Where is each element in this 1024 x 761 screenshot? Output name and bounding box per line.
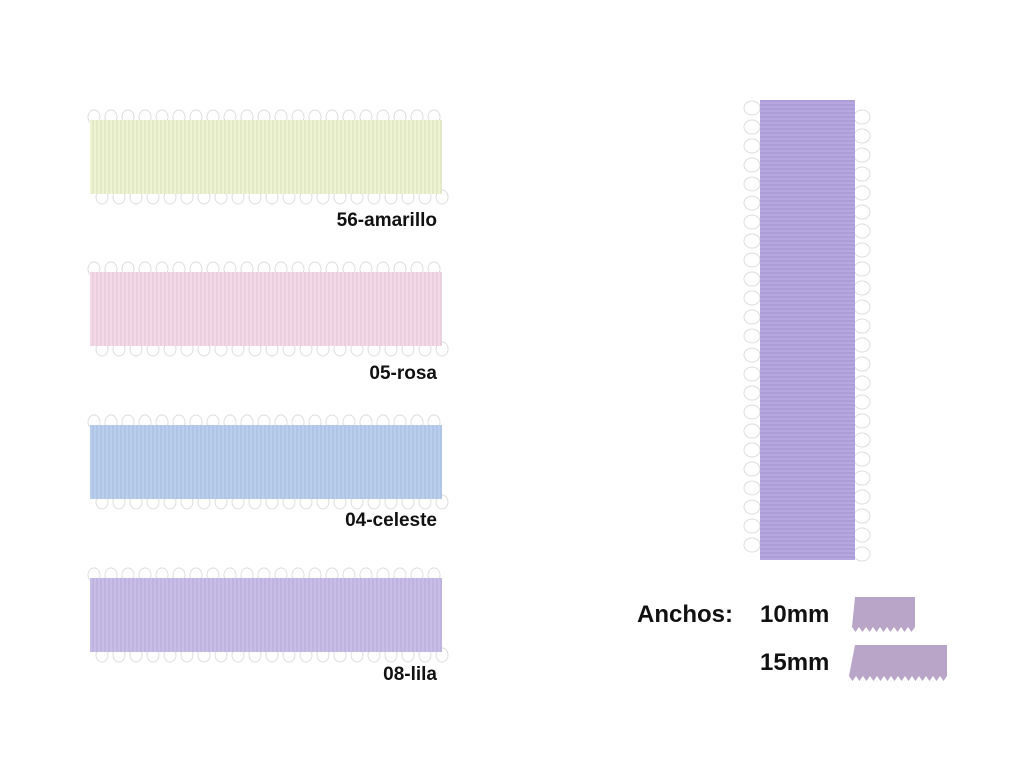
picot (853, 147, 871, 163)
picot (743, 195, 761, 211)
width-swatch (849, 645, 947, 681)
picot (743, 328, 761, 344)
ribbon-texture (90, 578, 442, 652)
ribbon: 05-rosa (87, 261, 449, 384)
picot (743, 252, 761, 268)
ribbon: 56-amarillo (87, 109, 449, 231)
picot (853, 470, 871, 486)
picot (853, 166, 871, 182)
picot (853, 546, 871, 562)
picot (853, 109, 871, 125)
width-swatch (852, 597, 915, 632)
picot (853, 394, 871, 410)
picot (743, 423, 761, 439)
picot (853, 375, 871, 391)
picot (853, 318, 871, 334)
picot (853, 204, 871, 220)
width-label: 15mm (760, 649, 829, 676)
picot (743, 499, 761, 515)
picot (743, 138, 761, 154)
ribbon-texture (90, 425, 442, 499)
width-list: 10mm 15mm (760, 597, 947, 681)
picot (853, 413, 871, 429)
sample-texture (760, 100, 855, 560)
vertical-sample (743, 100, 871, 562)
picot (853, 337, 871, 353)
picot (743, 480, 761, 496)
ribbon-texture (90, 272, 442, 346)
picot (743, 461, 761, 477)
ribbon-texture (90, 120, 442, 194)
picot (743, 290, 761, 306)
picot (853, 451, 871, 467)
picot (743, 119, 761, 135)
picot (853, 128, 871, 144)
picot (743, 214, 761, 230)
picot (743, 233, 761, 249)
ribbon-label: 08-lila (383, 664, 437, 685)
picot (853, 280, 871, 296)
picot (743, 366, 761, 382)
ribbon-label: 05-rosa (369, 363, 437, 384)
widths-title: Anchos: (637, 601, 733, 628)
ribbon-label: 56-amarillo (337, 210, 437, 231)
picot (743, 385, 761, 401)
picot (743, 537, 761, 553)
picot (853, 489, 871, 505)
picot (743, 347, 761, 363)
picot (853, 261, 871, 277)
ribbon: 08-lila (87, 567, 449, 685)
ribbon: 04-celeste (87, 414, 449, 531)
picot (853, 299, 871, 315)
picot (743, 100, 761, 116)
ribbon-label: 04-celeste (345, 510, 437, 531)
picot (853, 356, 871, 372)
picot (743, 442, 761, 458)
ribbon-list: 56-amarillo 05-rosa 04-celeste 08-lila (87, 109, 449, 685)
picot (853, 242, 871, 258)
picot (743, 309, 761, 325)
picot (853, 223, 871, 239)
picot (743, 157, 761, 173)
picot (743, 176, 761, 192)
picot (853, 185, 871, 201)
picot (853, 527, 871, 543)
picot (853, 432, 871, 448)
picot (743, 271, 761, 287)
picot (743, 404, 761, 420)
picot (743, 518, 761, 534)
width-label: 10mm (760, 601, 829, 628)
picot (853, 508, 871, 524)
